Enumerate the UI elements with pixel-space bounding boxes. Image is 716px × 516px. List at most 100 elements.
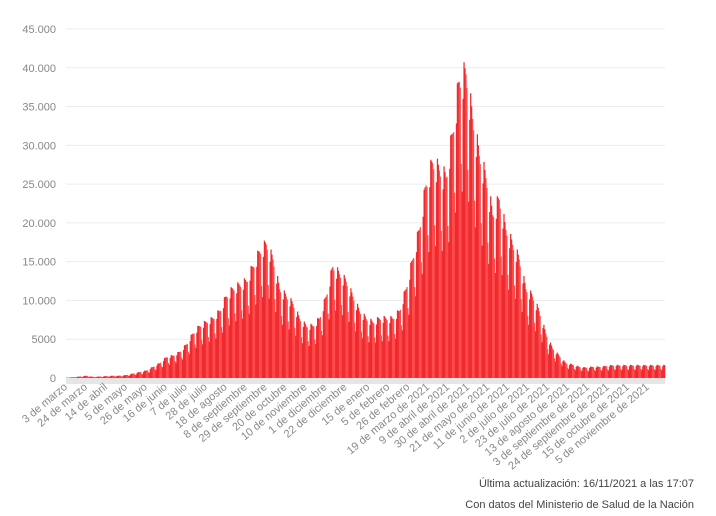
- daily-bar: [299, 321, 302, 378]
- daily-bar: [248, 313, 250, 378]
- daily-bar: [663, 364, 665, 378]
- daily-bar: [456, 83, 459, 379]
- daily-bar: [579, 367, 581, 378]
- daily-bar: [497, 198, 499, 378]
- daily-bar: [161, 366, 163, 378]
- daily-bar: [256, 266, 258, 378]
- daily-bar: [465, 74, 467, 379]
- daily-bar: [122, 376, 124, 378]
- daily-bar: [610, 365, 613, 378]
- daily-bar: [301, 343, 304, 378]
- daily-bar: [259, 252, 261, 378]
- daily-bar: [347, 311, 349, 378]
- daily-bar: [384, 317, 386, 378]
- y-tick-label: 40.000: [22, 63, 56, 75]
- daily-bar: [87, 376, 90, 378]
- daily-bar: [488, 263, 490, 378]
- daily-bar: [447, 225, 449, 378]
- daily-bar: [313, 326, 315, 378]
- daily-bar: [410, 262, 412, 378]
- daily-bar: [414, 296, 417, 378]
- daily-bar: [511, 244, 514, 378]
- daily-bar: [341, 315, 343, 378]
- daily-bar: [373, 323, 375, 378]
- daily-bar: [106, 376, 109, 378]
- daily-bar: [559, 357, 561, 378]
- daily-bar: [232, 289, 234, 378]
- daily-bar: [538, 311, 540, 378]
- daily-bar: [175, 362, 177, 378]
- daily-bar: [585, 367, 587, 378]
- daily-bar: [425, 185, 427, 378]
- daily-bar: [503, 214, 505, 378]
- daily-bar: [308, 346, 310, 378]
- daily-bar: [246, 281, 248, 378]
- daily-bar: [533, 322, 536, 378]
- daily-bar: [662, 366, 664, 378]
- daily-bar: [572, 365, 575, 378]
- daily-bar: [109, 376, 111, 378]
- daily-bar: [355, 331, 357, 378]
- daily-bar: [630, 365, 633, 378]
- daily-bar: [362, 319, 364, 378]
- daily-bar: [614, 370, 616, 378]
- daily-bar: [171, 355, 173, 378]
- daily-bar: [546, 336, 548, 378]
- daily-bar: [70, 377, 73, 378]
- daily-bar: [588, 367, 591, 378]
- daily-bar: [423, 189, 425, 378]
- daily-bar: [408, 314, 410, 378]
- daily-bar: [214, 333, 216, 378]
- daily-bar: [404, 290, 406, 378]
- daily-bar: [282, 299, 285, 378]
- daily-bar: [528, 324, 530, 378]
- daily-bar: [158, 363, 160, 378]
- daily-bar: [475, 156, 478, 378]
- daily-bar: [102, 377, 104, 378]
- daily-bar: [167, 362, 169, 378]
- daily-bar: [469, 119, 471, 378]
- daily-bar: [395, 318, 398, 378]
- daily-bar: [207, 336, 209, 378]
- daily-bar: [507, 274, 509, 378]
- daily-bar: [391, 317, 393, 378]
- daily-bar: [558, 355, 560, 378]
- daily-bar: [95, 377, 97, 378]
- daily-bar: [388, 341, 390, 378]
- daily-bar: [415, 252, 418, 378]
- daily-bar: [147, 372, 150, 378]
- daily-bar: [365, 318, 367, 378]
- daily-bar: [179, 352, 181, 378]
- daily-bar: [460, 164, 462, 378]
- daily-bar: [146, 370, 149, 378]
- daily-bar: [354, 322, 356, 378]
- data-source: Con datos del Ministerio de Salud de la …: [465, 499, 694, 511]
- daily-bar: [652, 365, 654, 378]
- daily-bar: [656, 364, 658, 378]
- daily-bar: [233, 290, 235, 378]
- daily-bar: [534, 331, 536, 378]
- daily-bar: [99, 376, 101, 378]
- daily-bar: [277, 276, 279, 378]
- daily-bar: [420, 262, 422, 378]
- daily-bar: [188, 354, 190, 378]
- daily-bar: [241, 318, 244, 378]
- daily-bar: [607, 369, 609, 378]
- daily-bar: [581, 371, 583, 378]
- daily-bar: [597, 366, 599, 378]
- daily-bar: [83, 376, 85, 378]
- daily-bar: [371, 320, 373, 378]
- daily-bar: [615, 366, 617, 378]
- daily-bar: [587, 370, 589, 378]
- daily-bar: [311, 324, 313, 378]
- daily-bar: [139, 372, 141, 378]
- y-tick-label: 0: [50, 373, 56, 385]
- daily-bar: [554, 361, 556, 378]
- daily-bar: [491, 205, 493, 378]
- daily-bar: [272, 259, 274, 378]
- daily-bar: [372, 322, 374, 378]
- daily-bar: [273, 266, 275, 378]
- daily-bar: [520, 299, 522, 378]
- daily-bar: [502, 228, 504, 378]
- daily-bar: [104, 376, 106, 378]
